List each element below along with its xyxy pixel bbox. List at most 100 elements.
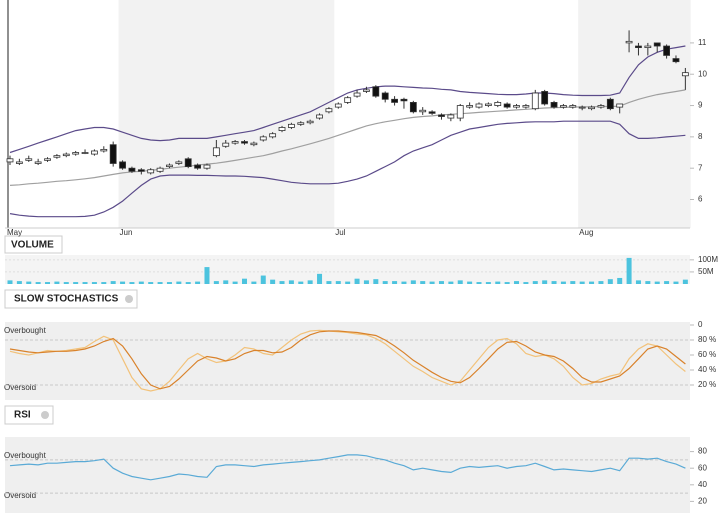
candle-body: [137, 169, 145, 172]
candle-body: [681, 72, 689, 77]
overbought-label: Overbought: [4, 451, 47, 460]
volume-bar: [326, 281, 332, 284]
candle-body: [6, 158, 14, 163]
candle-body: [409, 102, 417, 113]
volume-bar: [570, 281, 576, 284]
volume-bar: [54, 281, 60, 284]
volume-bar: [551, 281, 557, 284]
candle-body: [109, 144, 117, 164]
volume-bar: [110, 281, 116, 284]
volume-bar: [495, 281, 501, 284]
candle-body: [81, 152, 89, 154]
candle-body: [363, 89, 370, 92]
volume-bar: [185, 282, 191, 284]
y-tick-label: 20 %: [698, 380, 716, 389]
candle-body: [72, 152, 80, 155]
volume-bar: [82, 282, 88, 284]
stochastics-title: SLOW STOCHASTICS: [14, 294, 119, 305]
volume-bar: [260, 275, 266, 284]
volume-bar: [429, 281, 435, 284]
volume-bar: [129, 282, 135, 284]
volume-bar: [63, 282, 69, 284]
volume-bar: [664, 281, 670, 284]
volume-bar: [120, 281, 126, 284]
volume-bar: [523, 282, 529, 284]
volume-bar: [626, 257, 632, 284]
x-tick-label: Jun: [120, 228, 133, 237]
volume-bar: [232, 281, 238, 284]
y-tick-label: 6: [698, 195, 703, 204]
candle-body: [428, 111, 436, 114]
rsi-panel: [5, 437, 690, 513]
candle-body: [456, 105, 464, 119]
candle-body: [62, 153, 70, 157]
x-tick-label: Aug: [579, 228, 593, 237]
volume-bar: [223, 280, 229, 284]
candle-body: [466, 105, 474, 108]
candle-body: [100, 148, 108, 152]
candle-body: [91, 150, 98, 155]
candle-body: [560, 105, 567, 108]
volume-bar: [410, 280, 416, 284]
volume-bar: [7, 280, 13, 284]
volume-bar: [16, 281, 22, 284]
y-tick-label: 80 %: [698, 335, 716, 344]
candle-body: [653, 42, 661, 47]
y-tick-label: 40 %: [698, 365, 716, 374]
candle-body: [34, 161, 42, 164]
rsi-title: RSI: [14, 410, 31, 421]
y-tick-label: 50M: [698, 267, 714, 276]
candle-body: [475, 103, 483, 108]
y-tick-label: 20: [698, 497, 707, 506]
volume-bar: [645, 281, 651, 284]
volume-bar: [288, 280, 294, 284]
candle-body: [597, 105, 605, 108]
y-tick-label: 10: [698, 69, 707, 78]
volume-bar: [73, 282, 79, 284]
candle-body: [588, 106, 595, 110]
volume-bar: [467, 281, 473, 284]
volume-bar: [213, 281, 219, 284]
volume-bar: [242, 278, 247, 284]
candle-body: [156, 167, 164, 172]
candle-body: [616, 103, 624, 108]
volume-bar: [176, 281, 182, 284]
stochastics-tab[interactable]: [4, 289, 138, 309]
backgrounds: [5, 0, 691, 513]
candle-body: [231, 141, 239, 144]
volume-bar: [91, 282, 97, 284]
volume-bar: [363, 280, 369, 284]
volume-bar: [598, 281, 604, 284]
y-tick-label: 9: [698, 101, 703, 110]
candle-body: [447, 114, 455, 119]
candle-body: [212, 147, 220, 157]
indicator-line: [9, 329, 686, 392]
oversold-label: Oversold: [4, 491, 36, 500]
indicator-line: [9, 330, 686, 390]
volume-bar: [148, 282, 154, 284]
candle-body: [484, 103, 492, 106]
close-icon[interactable]: [125, 295, 133, 303]
volume-tab[interactable]: [4, 235, 63, 254]
volume-bar: [589, 281, 595, 284]
candle-body: [334, 103, 342, 108]
oversold-label: Oversold: [4, 383, 36, 392]
overbought-label: Overbought: [4, 326, 47, 335]
candle-body: [381, 92, 389, 100]
candle-body: [372, 86, 380, 97]
band-line: [9, 120, 686, 218]
candle-body: [278, 127, 286, 131]
candle-body: [550, 102, 558, 108]
candle-body: [119, 161, 126, 169]
candle-body: [53, 155, 61, 158]
volume-bar: [560, 281, 566, 284]
rsi-tab[interactable]: [4, 405, 54, 425]
volume-bar: [204, 267, 210, 284]
y-tick-label: 11: [698, 38, 707, 47]
volume-bar: [307, 280, 313, 284]
volume-panel: [5, 255, 690, 284]
candle-body: [269, 133, 277, 138]
close-icon[interactable]: [41, 411, 49, 419]
volume-bar: [101, 282, 107, 284]
